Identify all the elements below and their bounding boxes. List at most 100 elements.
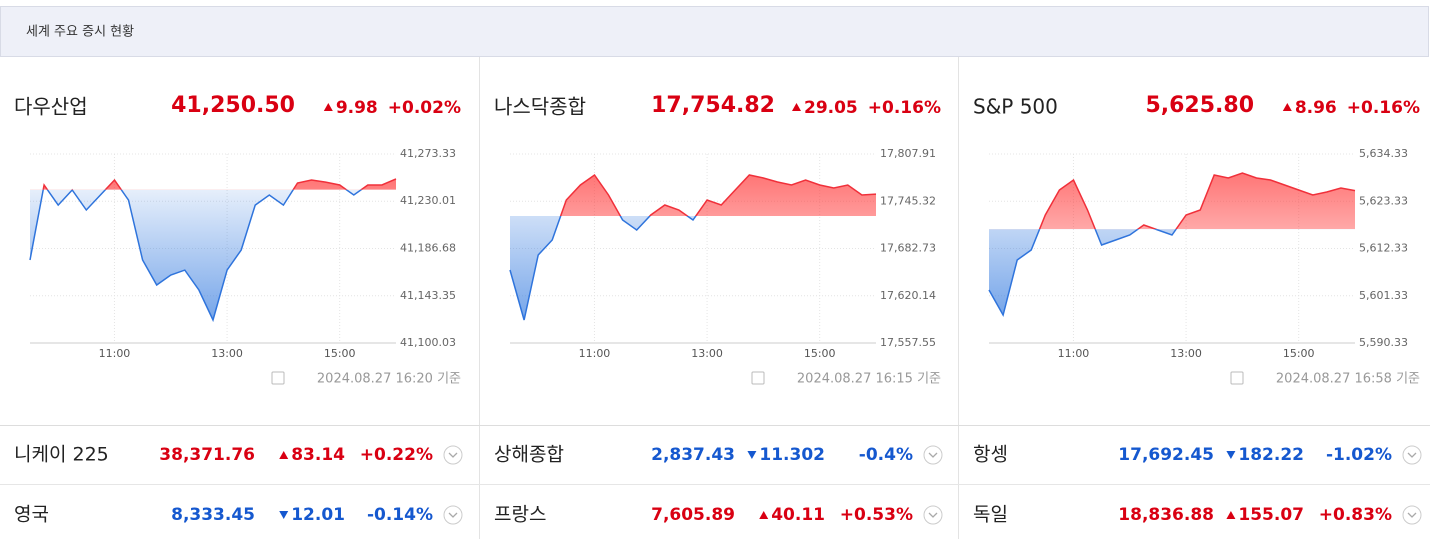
index-pct: -1.02%	[1326, 445, 1392, 465]
index-name: 독일	[973, 504, 1008, 526]
y-tick-label: 41,143.35	[400, 289, 456, 302]
index-pct: +0.02%	[388, 98, 461, 118]
index-change: 155.07	[1238, 505, 1304, 525]
chevron	[448, 452, 458, 458]
y-tick-label: 5,623.33	[1359, 194, 1408, 207]
index-pct: +0.22%	[360, 445, 433, 465]
index-price: 18,836.88	[1118, 505, 1214, 525]
y-tick-label: 17,682.73	[880, 242, 936, 255]
chevron	[928, 452, 938, 458]
up-arrow	[323, 103, 333, 111]
down-arrow	[279, 511, 289, 519]
index-change: 11.302	[759, 445, 825, 465]
index-price: 17,692.45	[1118, 445, 1214, 465]
chevron	[1407, 452, 1417, 458]
expand-button[interactable]	[443, 445, 463, 465]
index-name: 상해종합	[494, 444, 564, 466]
index-price: 38,371.76	[159, 445, 255, 465]
chevron	[448, 512, 458, 518]
y-tick-label: 5,590.33	[1359, 336, 1408, 349]
x-tick-label: 15:00	[1283, 347, 1315, 360]
area-above	[560, 175, 876, 217]
index-change: 8.96	[1295, 98, 1337, 118]
timestamp: 2024.08.27 16:20 기준	[317, 372, 461, 387]
line-below	[29, 189, 363, 323]
down-arrow	[747, 451, 757, 459]
y-tick-label: 41,100.03	[400, 336, 456, 349]
index-price: 7,605.89	[651, 505, 735, 525]
expand-button[interactable]	[923, 445, 943, 465]
chevron	[1407, 512, 1417, 518]
index-name: 니케이 225	[14, 444, 109, 466]
index-name: 항셍	[973, 444, 1008, 466]
line-above	[42, 178, 397, 190]
up-arrow	[1226, 511, 1236, 519]
index-price: 2,837.43	[651, 445, 735, 465]
index-change: 29.05	[804, 98, 858, 118]
index-name: S&P 500	[973, 95, 1058, 119]
line-above	[1038, 172, 1356, 230]
up-arrow	[1282, 103, 1292, 111]
index-price: 41,250.50	[171, 93, 295, 118]
x-tick-label: 15:00	[804, 347, 836, 360]
index-change: 83.14	[291, 445, 345, 465]
index-pct: -0.4%	[859, 445, 913, 465]
line-above	[559, 173, 877, 217]
y-tick-label: 41,186.68	[400, 242, 456, 255]
up-arrow	[279, 451, 289, 459]
area-below	[30, 189, 362, 320]
index-price: 17,754.82	[651, 93, 775, 118]
y-tick-label: 17,807.91	[880, 147, 936, 160]
expand-button[interactable]	[1402, 445, 1422, 465]
y-tick-label: 41,230.01	[400, 194, 456, 207]
index-pct: -0.14%	[367, 505, 433, 525]
index-change: 12.01	[291, 505, 345, 525]
y-tick-label: 5,601.33	[1359, 289, 1408, 302]
area-below	[989, 229, 1355, 315]
y-tick-label: 17,620.14	[880, 289, 936, 302]
y-tick-label: 5,634.33	[1359, 147, 1408, 160]
index-name: 영국	[14, 504, 49, 526]
x-tick-label: 15:00	[324, 347, 356, 360]
index-name: 프랑스	[494, 504, 546, 526]
x-tick-label: 13:00	[691, 347, 723, 360]
y-tick-label: 5,612.33	[1359, 242, 1408, 255]
index-name: 나스닥종합	[494, 95, 586, 119]
timestamp: 2024.08.27 16:58 기준	[1276, 372, 1420, 387]
area-below	[510, 216, 876, 320]
clock-icon	[751, 371, 765, 385]
index-pct: +0.83%	[1319, 505, 1392, 525]
x-tick-label: 11:00	[1058, 347, 1090, 360]
down-arrow	[1226, 451, 1236, 459]
index-price: 5,625.80	[1145, 93, 1254, 118]
header-bar	[0, 6, 1429, 57]
line-below	[509, 216, 697, 321]
index-change: 182.22	[1238, 445, 1304, 465]
index-name: 다우산업	[14, 95, 88, 119]
expand-button[interactable]	[1402, 505, 1422, 525]
line-below	[988, 229, 1178, 317]
clock-icon	[1230, 371, 1244, 385]
clock-icon	[271, 371, 285, 385]
expand-button[interactable]	[443, 505, 463, 525]
up-arrow	[759, 511, 769, 519]
area-above	[1039, 173, 1355, 230]
y-tick-label: 17,745.32	[880, 194, 936, 207]
index-change: 40.11	[771, 505, 825, 525]
x-tick-label: 13:00	[211, 347, 243, 360]
y-tick-label: 41,273.33	[400, 147, 456, 160]
up-arrow	[791, 103, 801, 111]
x-tick-label: 11:00	[99, 347, 131, 360]
index-pct: +0.16%	[868, 98, 941, 118]
index-pct: +0.16%	[1347, 98, 1420, 118]
timestamp: 2024.08.27 16:15 기준	[797, 372, 941, 387]
expand-button[interactable]	[923, 505, 943, 525]
header-title: 세계 주요 증시 현황	[26, 25, 134, 40]
index-change: 9.98	[336, 98, 378, 118]
x-tick-label: 11:00	[579, 347, 611, 360]
y-tick-label: 17,557.55	[880, 336, 936, 349]
x-tick-label: 13:00	[1170, 347, 1202, 360]
index-price: 8,333.45	[171, 505, 255, 525]
index-pct: +0.53%	[840, 505, 913, 525]
